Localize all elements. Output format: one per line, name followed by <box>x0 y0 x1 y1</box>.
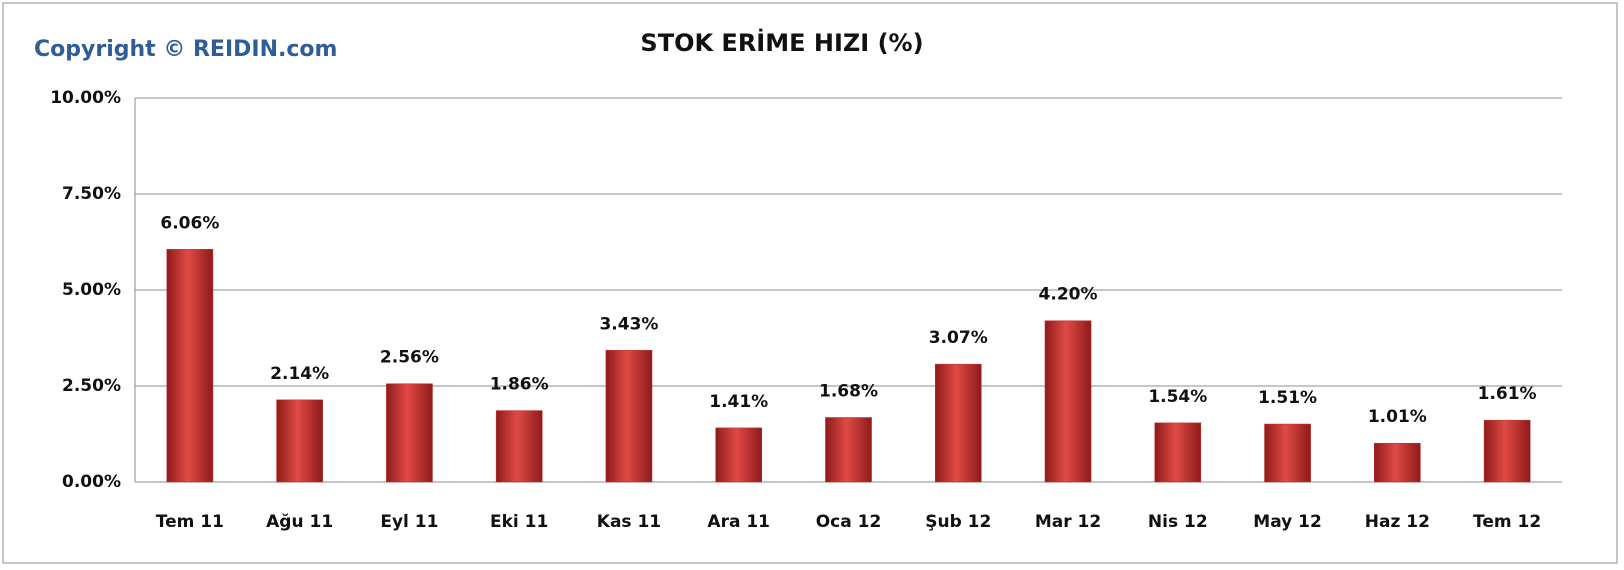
y-tick-label: 10.00% <box>50 88 121 108</box>
bar <box>934 363 982 483</box>
x-tick-label: Haz 12 <box>1365 512 1430 532</box>
x-tick-label: Tem 12 <box>1473 512 1541 532</box>
bar <box>1044 320 1092 483</box>
value-label: 1.41% <box>709 392 768 412</box>
x-tick-label: Kas 11 <box>597 512 661 532</box>
bar <box>605 350 653 483</box>
y-tick-label: 2.50% <box>62 376 121 396</box>
x-tick-label: Oca 12 <box>816 512 882 532</box>
value-label: 1.51% <box>1258 388 1317 408</box>
bar <box>1483 419 1531 483</box>
bar <box>166 249 214 483</box>
value-label: 2.56% <box>380 348 439 368</box>
bar <box>825 417 872 483</box>
x-tick-label: Eyl 11 <box>380 512 438 532</box>
value-label: 1.61% <box>1478 384 1537 404</box>
x-tick-label: May 12 <box>1253 512 1322 532</box>
value-label: 1.54% <box>1148 387 1207 407</box>
value-label: 1.01% <box>1368 407 1427 427</box>
bar <box>1264 423 1311 483</box>
value-label: 3.43% <box>599 314 658 334</box>
x-tick-label: Eki 11 <box>490 512 548 532</box>
x-tick-label: Tem 11 <box>156 512 224 532</box>
y-tick-label: 0.00% <box>62 472 121 492</box>
x-tick-label: Ara 11 <box>707 512 770 532</box>
chart-title: STOK ERİME HIZI (%) <box>640 28 923 57</box>
x-tick-label: Mar 12 <box>1035 512 1101 532</box>
y-tick-label: 7.50% <box>62 184 121 204</box>
bar <box>276 399 323 483</box>
bar <box>1154 422 1202 483</box>
x-tick-label: Nis 12 <box>1148 512 1208 532</box>
bar <box>495 410 543 483</box>
x-tick-label: Ağu 11 <box>266 512 333 532</box>
bar <box>715 427 763 483</box>
value-label: 2.14% <box>270 364 329 384</box>
value-label: 1.68% <box>819 381 878 401</box>
y-tick-label: 5.00% <box>62 280 121 300</box>
watermark: Copyright © REIDIN.com <box>34 37 337 62</box>
value-label: 4.20% <box>1039 285 1098 305</box>
value-label: 1.86% <box>490 375 549 395</box>
value-label: 6.06% <box>160 213 219 233</box>
x-tick-label: Şub 12 <box>925 512 991 532</box>
value-label: 3.07% <box>929 328 988 348</box>
bar <box>386 383 433 483</box>
bar <box>1374 442 1421 483</box>
